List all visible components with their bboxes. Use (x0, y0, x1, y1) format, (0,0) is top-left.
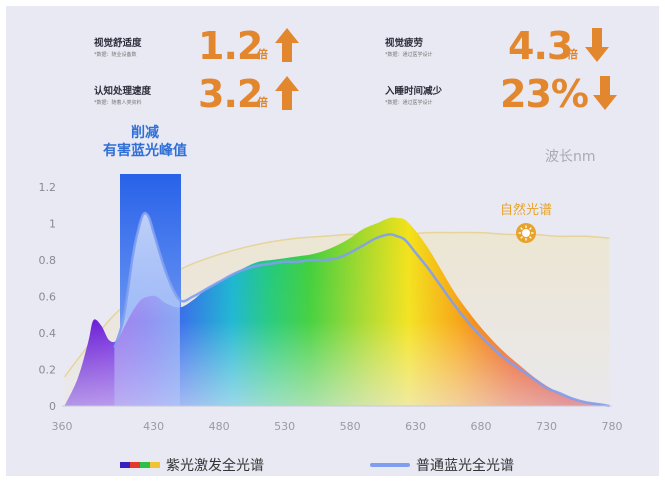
x-tick-label: 530 (274, 420, 295, 433)
arrow-up-icon (275, 76, 299, 110)
stat-value: 3.2 (198, 72, 263, 116)
legend-swatch-rainbow (120, 462, 160, 468)
stat-sub: *数据：通过医学设计 (385, 100, 433, 106)
x-tick-label: 780 (602, 420, 623, 433)
legend-item-blue: 普通蓝光全光谱 (370, 456, 514, 474)
sun-core (522, 229, 530, 237)
y-tick-label: 0 (49, 400, 56, 413)
stat-value: 4.3 (508, 24, 573, 68)
blue-spike-area (114, 213, 180, 406)
y-tick-label: 0.2 (39, 364, 57, 377)
sun-ray (529, 236, 532, 239)
natural-spectrum-label: 自然光谱 (500, 202, 552, 218)
stat-sub: *数据：随业设备数 (94, 52, 137, 58)
stat-label: 视觉舒适度 (94, 38, 142, 49)
stat-value: 23% (500, 72, 589, 116)
legend-swatch-blue (370, 463, 410, 467)
stat-sub: *数据：通过医学设计 (385, 52, 433, 58)
x-tick-label: 360 (52, 420, 73, 433)
legend-item-violet: 紫光激发全光谱 (120, 456, 264, 474)
x-tick-label: 430 (143, 420, 164, 433)
arrow-down-icon (593, 76, 617, 110)
annotation-line: 有害蓝光峰值 (103, 143, 187, 159)
sun-icon (516, 223, 536, 243)
x-tick-label: 630 (405, 420, 426, 433)
stat-unit: 倍 (257, 48, 268, 61)
sun-ray (520, 227, 523, 230)
y-tick-label: 1 (49, 218, 56, 231)
violet-spectrum-shade (64, 217, 610, 406)
blue-spectrum-line (113, 211, 610, 408)
stat-label: 入睡时间减少 (385, 86, 443, 97)
sun-ray (529, 227, 532, 230)
x-tick-label: 580 (340, 420, 361, 433)
legend-label: 紫光激发全光谱 (166, 458, 264, 474)
y-tick-label: 0.6 (39, 291, 57, 304)
x-tick-label: 480 (209, 420, 230, 433)
stat-value: 1.2 (198, 24, 263, 68)
x-tick-label: 680 (471, 420, 492, 433)
y-tick-label: 1.2 (39, 181, 57, 194)
arrow-up-icon (275, 28, 299, 62)
stat-sub: *数据：随着人类资料 (94, 100, 142, 106)
reduce-peak-annotation: 削减 有害蓝光峰值 (90, 124, 200, 160)
arrow-down-icon (585, 28, 609, 62)
stat-unit: 倍 (257, 96, 268, 109)
y-tick-label: 0.8 (39, 254, 57, 267)
x-tick-label: 730 (536, 420, 557, 433)
sun-ray (520, 236, 523, 239)
legend-label: 普通蓝光全光谱 (416, 458, 514, 474)
stat-label: 视觉疲劳 (385, 38, 424, 49)
stat-unit: 倍 (567, 48, 578, 61)
x-axis-title: 波长nm (545, 149, 596, 165)
stat-label: 认知处理速度 (94, 86, 152, 97)
annotation-line: 削减 (131, 125, 159, 141)
y-tick-label: 0.4 (39, 327, 57, 340)
